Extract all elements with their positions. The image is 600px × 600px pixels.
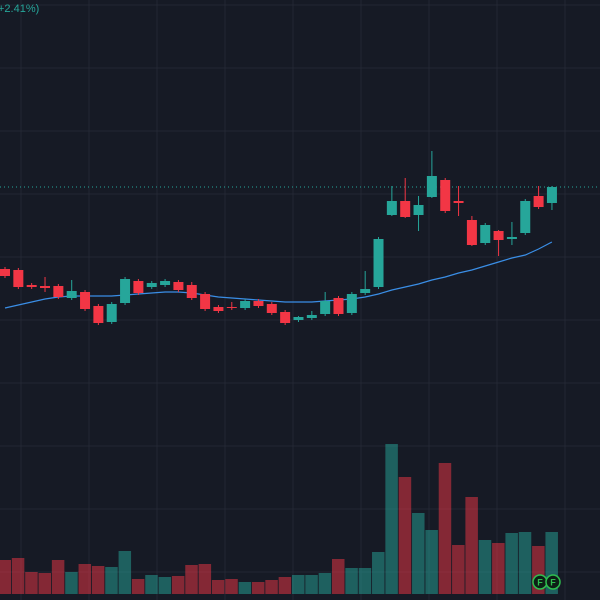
candle-body (160, 281, 171, 285)
change-label: +2.41%) (0, 3, 39, 15)
candle-body (306, 315, 317, 318)
volume-bar (332, 559, 345, 594)
moving-average (4, 241, 553, 309)
volume-bar (345, 568, 358, 594)
event-marker-label: F (537, 577, 543, 587)
candle-body (440, 180, 451, 211)
candle-body (453, 201, 464, 203)
volume-bar (225, 579, 238, 594)
candle-body (520, 201, 531, 233)
volume-bar (398, 477, 412, 594)
volume-bar (438, 463, 452, 594)
volume-bar (478, 540, 492, 594)
candle-body (0, 269, 10, 276)
volume-bar (0, 560, 11, 594)
candle-body (293, 317, 304, 320)
volume-bar (251, 582, 265, 594)
volume-bar (118, 551, 132, 594)
candle-body (240, 301, 251, 308)
candle-body (133, 281, 144, 293)
volume-bar (145, 575, 158, 594)
candle-body (360, 289, 371, 293)
volume-bar (105, 567, 118, 594)
candle-body (80, 292, 91, 309)
volume-bar (171, 576, 185, 594)
candle-body (173, 282, 184, 290)
candle-body (480, 225, 491, 243)
volume-bar (185, 565, 198, 594)
candle-body (373, 239, 384, 287)
volume-bar (358, 568, 372, 594)
volume-bar (158, 577, 172, 594)
candle-body (266, 304, 277, 313)
volume-bar (65, 572, 78, 594)
volume-bar (265, 580, 278, 594)
volume-bar (291, 575, 305, 594)
volume-bar (305, 575, 318, 594)
candle-body (226, 307, 237, 308)
volume-bar (131, 579, 145, 594)
volume-bar (385, 444, 398, 594)
volume-bar (412, 513, 425, 594)
candle-body (400, 201, 411, 217)
candle-body (280, 312, 291, 323)
volume-bar (372, 552, 385, 594)
volume-bar (425, 530, 438, 594)
volume-bar (198, 564, 212, 594)
volume-bar (492, 543, 505, 594)
candle-body (546, 187, 557, 203)
candle-body (506, 237, 517, 239)
candle-body (253, 301, 264, 306)
candle-body (53, 286, 64, 297)
candle-body (146, 283, 157, 287)
volume-bar (238, 582, 252, 594)
volume-bar (11, 558, 25, 594)
candle-body (333, 298, 344, 314)
volume-bar (91, 566, 105, 594)
candle-body (106, 304, 117, 322)
volume-bar (465, 497, 478, 594)
candle-body (426, 176, 437, 197)
candle-body (413, 205, 424, 215)
candle-body (200, 294, 211, 309)
volume-bar (211, 580, 225, 594)
candle-body (533, 196, 544, 207)
candle-body (346, 294, 357, 313)
event-marker-label: F (550, 577, 556, 587)
candle-body (386, 201, 397, 215)
candle-body (213, 307, 224, 311)
volume-bar (452, 545, 465, 594)
candle-body (320, 301, 331, 314)
event-marker (545, 574, 561, 590)
candle-body (13, 270, 24, 287)
candle-body (40, 286, 51, 288)
candle-body (466, 220, 477, 245)
volume-bar (78, 564, 92, 594)
candle-body (120, 279, 131, 303)
candle-body (93, 306, 104, 323)
candle-body (66, 291, 77, 298)
volume-bar (318, 573, 332, 594)
volume-bar (51, 560, 65, 594)
candle-body (26, 285, 37, 287)
candle-body (493, 231, 504, 240)
volume-bar (278, 577, 292, 594)
candle-body (186, 285, 197, 298)
volume-bar (505, 533, 518, 594)
volume-bar (518, 532, 532, 594)
volume-bar (38, 573, 52, 594)
volume-bar (25, 572, 38, 594)
